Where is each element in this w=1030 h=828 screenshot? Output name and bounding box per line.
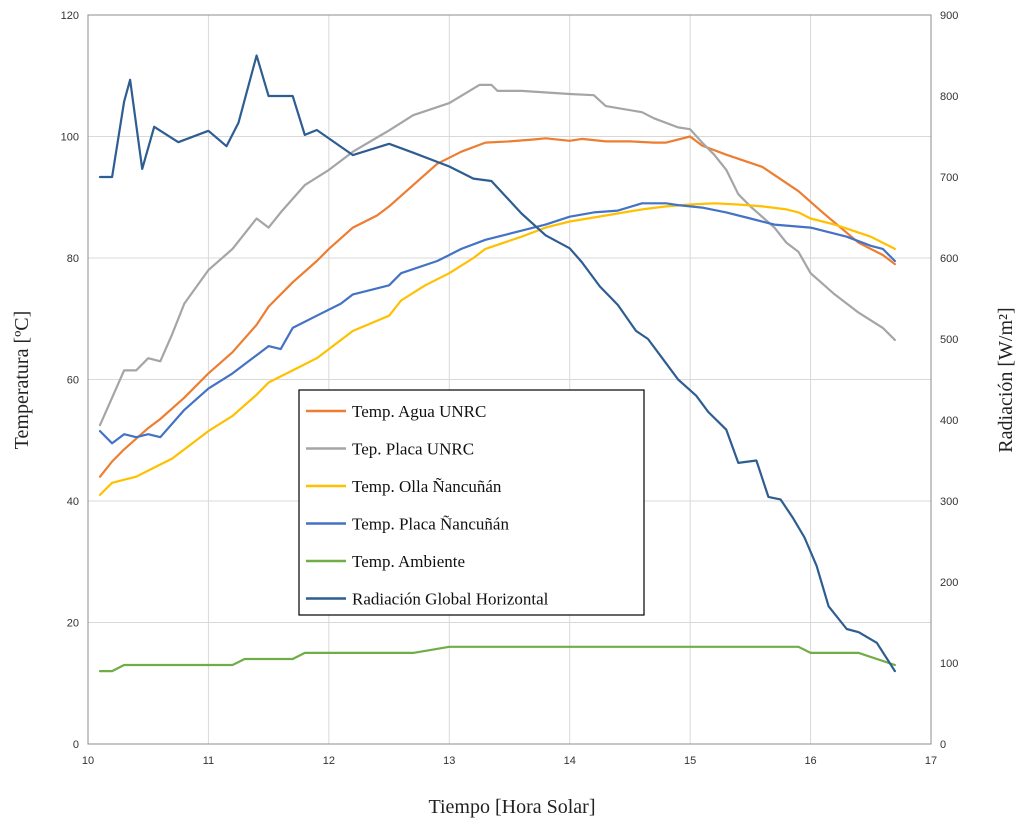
grid-lines xyxy=(87,14,932,745)
x-tick-label: 10 xyxy=(82,755,94,767)
x-tick-label: 12 xyxy=(323,755,335,767)
x-tick-label: 11 xyxy=(203,755,214,767)
legend-label-0: Temp. Agua UNRC xyxy=(352,402,486,421)
y-right-tick-label: 300 xyxy=(940,496,958,508)
y-right-tick-label: 700 xyxy=(940,172,958,184)
x-tick-label: 15 xyxy=(684,755,696,767)
series-line-3 xyxy=(98,202,897,445)
x-tick-label: 17 xyxy=(925,755,937,767)
y-right-tick-label: 400 xyxy=(940,415,958,427)
y-left-tick-label: 40 xyxy=(67,496,79,508)
y-right-tick-label: 100 xyxy=(940,658,958,670)
legend-label-4: Temp. Ambiente xyxy=(352,552,465,571)
x-tick-label: 16 xyxy=(804,755,816,767)
y-axis-title-left: Temperatura [ºC] xyxy=(11,311,33,450)
legend-label-2: Temp. Olla Ñancuñán xyxy=(352,477,502,496)
y-left-tick-label: 60 xyxy=(67,375,79,387)
series-layer xyxy=(98,54,897,673)
x-tick-label: 13 xyxy=(443,755,455,767)
y-right-tick-label: 600 xyxy=(940,253,958,265)
y-right-tick-label: 0 xyxy=(940,739,946,751)
y-right-tick-label: 800 xyxy=(940,91,958,103)
x-axis-title: Tiempo [Hora Solar] xyxy=(428,796,595,818)
x-tick-label: 14 xyxy=(564,755,576,767)
y-left-tick-label: 80 xyxy=(67,253,79,265)
y-right-tick-label: 900 xyxy=(940,10,958,22)
series-line-5 xyxy=(98,54,897,673)
series-line-4 xyxy=(98,645,897,673)
tick-labels: 10 11 12 13 14 15 16 17020406080100120010020030… xyxy=(61,10,959,767)
y-left-tick-label: 120 xyxy=(61,10,79,22)
legend-box xyxy=(298,389,645,616)
y-left-tick-label: 100 xyxy=(61,132,79,144)
legend: Temp. Agua UNRC Tep. Placa UNRC Temp. Olla… xyxy=(298,389,645,616)
legend-label-5: Radiación Global Horizontal xyxy=(352,590,549,609)
series-line-0 xyxy=(98,135,897,478)
y-right-tick-label: 500 xyxy=(940,334,958,346)
series-line-2 xyxy=(98,202,897,496)
y-left-tick-label: 20 xyxy=(67,618,79,630)
y-left-tick-label: 0 xyxy=(73,739,79,751)
series-line-1 xyxy=(98,83,897,427)
legend-label-1: Tep. Placa UNRC xyxy=(352,440,474,459)
y-axis-title-right: Radiación [W/m²] xyxy=(995,307,1017,452)
plot-area-border xyxy=(87,14,932,745)
legend-label-3: Temp. Placa Ñancuñán xyxy=(352,515,509,534)
y-right-tick-label: 200 xyxy=(940,577,958,589)
